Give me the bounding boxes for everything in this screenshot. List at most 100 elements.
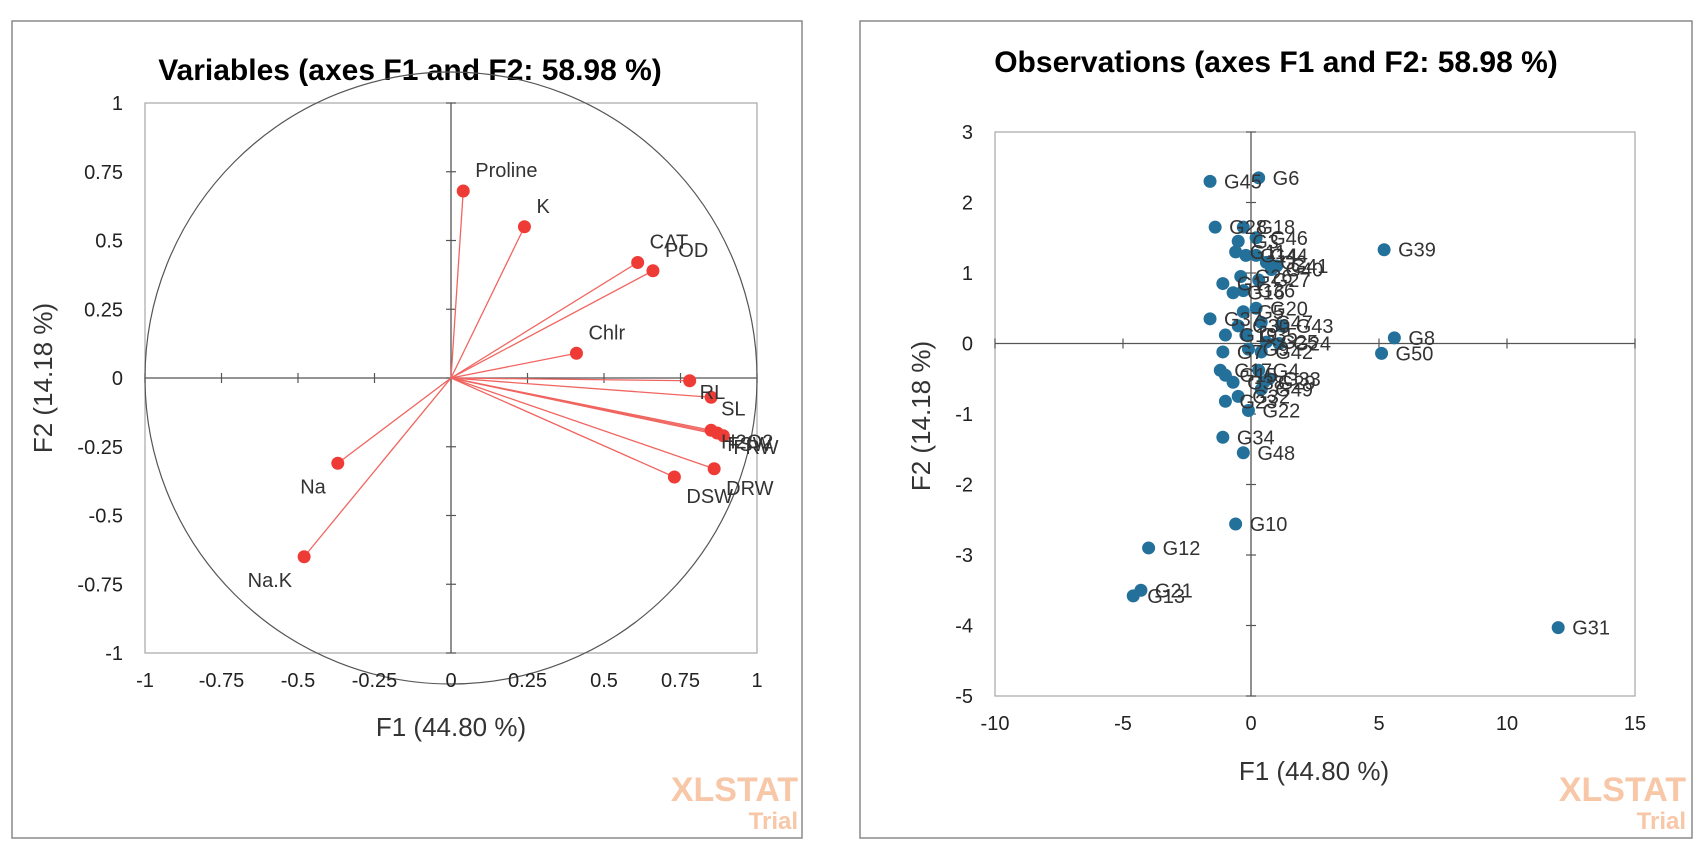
point-g18	[1236, 220, 1250, 234]
variables-chart: Variables (axes F1 and F2: 58.98 %) -1 -0…	[11, 20, 803, 839]
label-g43: G43	[1296, 316, 1334, 338]
vector-drw	[450, 377, 715, 470]
label-g4: G4	[1273, 360, 1300, 382]
label-g28: G28	[1229, 217, 1267, 239]
point-g8	[1387, 331, 1401, 345]
vector-proline	[450, 190, 464, 379]
label-g11: G11	[1250, 242, 1286, 264]
label-g21: G21	[1155, 580, 1193, 602]
label-g17: G17	[1234, 360, 1272, 382]
point-g1	[1216, 277, 1230, 291]
point-g26	[1234, 270, 1248, 284]
label-g20: G20	[1270, 298, 1308, 320]
x-tick-label: -0.25	[352, 670, 398, 692]
point-g6	[1252, 171, 1266, 185]
label-g49: G49	[1275, 379, 1313, 401]
label-g12: G12	[1163, 538, 1201, 560]
point-g27	[1252, 273, 1266, 287]
x-tick-label: -5	[1114, 713, 1132, 735]
point-g31	[1551, 621, 1565, 635]
point-g28	[1208, 220, 1222, 234]
variables-chart-frame	[11, 20, 803, 839]
label-frw: FRW	[733, 437, 778, 459]
y-tick-label: -0.75	[77, 574, 123, 596]
point-g34	[1216, 430, 1230, 444]
label-pod: POD	[665, 240, 708, 262]
point-drw	[707, 462, 721, 476]
point-g11	[1229, 245, 1243, 259]
point-g50	[1375, 346, 1389, 360]
x-tick-label: 0	[445, 670, 456, 692]
point-g10	[1229, 517, 1243, 531]
vector-na-k	[303, 377, 452, 558]
x-tick-label: 0.25	[508, 670, 547, 692]
label-g32: G32	[1252, 386, 1290, 408]
point-frw	[716, 429, 730, 443]
y-tick-label: -4	[955, 616, 973, 638]
label-cat: CAT	[650, 232, 689, 254]
label-g7: G7	[1237, 342, 1264, 364]
label-k: K	[536, 196, 550, 218]
point-g9	[1241, 342, 1255, 356]
point-g46	[1249, 231, 1263, 245]
variables-vectors	[303, 190, 724, 558]
label-g30: G30	[1252, 316, 1290, 338]
label-g24: G24	[1293, 334, 1331, 356]
vector-k	[450, 226, 526, 379]
observations-watermark-trial: Trial	[1637, 808, 1686, 835]
point-g22	[1241, 403, 1255, 417]
point-g30	[1231, 319, 1245, 333]
x-tick-label: 15	[1624, 713, 1646, 735]
point-g42	[1254, 345, 1268, 359]
observations-watermark-brand: XLSTAT	[1559, 771, 1686, 809]
x-tick-label: -10	[981, 713, 1010, 735]
vector-na	[337, 377, 452, 464]
observations-y-axis-title: F2 (14.18 %)	[906, 341, 936, 491]
label-g38: G38	[1247, 372, 1285, 394]
label-drw: DRW	[726, 478, 774, 500]
point-chlr	[569, 346, 583, 360]
point-k	[517, 220, 531, 234]
label-g44: G44	[1270, 245, 1308, 267]
vector-chlr	[450, 352, 577, 379]
x-tick-label: 1	[751, 670, 762, 692]
point-g12	[1142, 541, 1156, 555]
vector-rl	[450, 377, 690, 382]
observations-point-labels: G45 G6G28G18G46G39G3G14G44G2G41G40G11G26G…	[1147, 168, 1610, 640]
variables-points	[297, 184, 730, 564]
point-g5	[1236, 305, 1250, 319]
label-g6: G6	[1273, 168, 1300, 190]
label-g10: G10	[1250, 514, 1288, 536]
point-g25	[1259, 335, 1273, 349]
label-g31: G31	[1572, 618, 1610, 640]
label-g23: G23	[1239, 391, 1277, 413]
label-g37: G37	[1224, 309, 1262, 331]
x-tick-label: 0	[1245, 713, 1256, 735]
label-g15: G15	[1239, 365, 1277, 387]
variables-y-ticks: 1 0.75 0.5 0.25 0 -0.25 -0.5 -0.75 -1	[77, 93, 456, 665]
label-na-k: Na.K	[248, 570, 293, 592]
x-tick-label: -0.5	[281, 670, 315, 692]
point-g43	[1275, 319, 1289, 333]
label-g50: G50	[1396, 343, 1434, 365]
vector-cat	[450, 261, 639, 379]
point-g24	[1272, 337, 1286, 350]
label-g27: G27	[1273, 270, 1311, 292]
point-na	[331, 456, 345, 470]
label-g26: G26	[1255, 267, 1293, 289]
point-g49	[1254, 382, 1268, 396]
label-dsw: DSW	[686, 486, 733, 508]
x-tick-label: 10	[1496, 713, 1518, 735]
vector-dsw	[450, 377, 675, 478]
label-chlr: Chlr	[588, 322, 625, 344]
x-tick-label: -1	[136, 670, 154, 692]
label-g47: G47	[1275, 312, 1313, 334]
label-g42: G42	[1275, 342, 1313, 364]
point-g7	[1216, 345, 1230, 359]
y-tick-label: -1	[955, 404, 973, 426]
label-g41: G41	[1291, 256, 1329, 278]
y-tick-label: -0.25	[77, 437, 123, 459]
y-tick-label: -2	[955, 475, 973, 497]
variables-y-axis-title: F2 (14.18 %)	[28, 303, 58, 453]
